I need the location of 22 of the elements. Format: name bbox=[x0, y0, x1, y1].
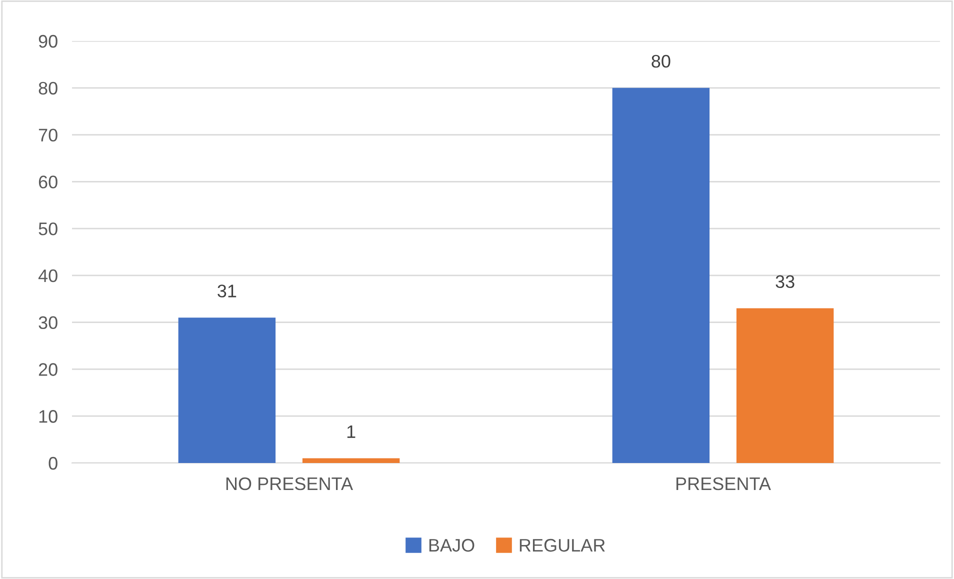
x-tick-label: NO PRESENTA bbox=[226, 477, 354, 490]
data-label: 33 bbox=[776, 275, 794, 288]
data-label: 80 bbox=[652, 54, 670, 68]
y-tick-label: 0 bbox=[48, 456, 58, 470]
bar bbox=[736, 308, 834, 463]
data-label: 31 bbox=[218, 284, 236, 298]
y-tick-label: 40 bbox=[38, 269, 58, 282]
y-tick-label: 30 bbox=[38, 316, 58, 330]
y-tick-label: 10 bbox=[39, 410, 58, 423]
bar bbox=[612, 88, 710, 463]
y-tick-label: 20 bbox=[38, 363, 58, 376]
y-tick-label: 80 bbox=[38, 82, 58, 95]
y-tick-label: 60 bbox=[38, 176, 58, 188]
bar bbox=[178, 318, 276, 463]
bar bbox=[302, 458, 400, 463]
y-tick-label: 90 bbox=[38, 34, 58, 48]
legend-label: REGULAR bbox=[520, 538, 605, 552]
y-tick-label: 70 bbox=[38, 128, 58, 142]
legend-label: BAJO bbox=[429, 538, 474, 552]
data-label: 1 bbox=[347, 425, 356, 438]
x-tick-label: PRESENTA bbox=[676, 477, 771, 490]
y-tick-label: 50 bbox=[38, 222, 58, 236]
